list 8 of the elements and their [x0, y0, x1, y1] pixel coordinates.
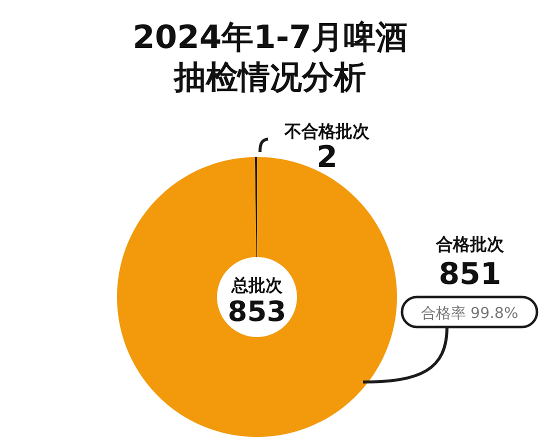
slice-label: 不合格批次 — [284, 122, 370, 142]
data-label: 851 — [438, 257, 502, 292]
text: 合格率 99.8% — [420, 304, 518, 322]
slice-label: 合格批次 — [435, 235, 505, 255]
data-label: 2 — [316, 140, 338, 175]
text: 853 — [228, 295, 286, 328]
text: 总批次 — [230, 276, 284, 296]
chart-title: 2024年1-7月啤酒抽检情况分析 — [132, 18, 408, 96]
